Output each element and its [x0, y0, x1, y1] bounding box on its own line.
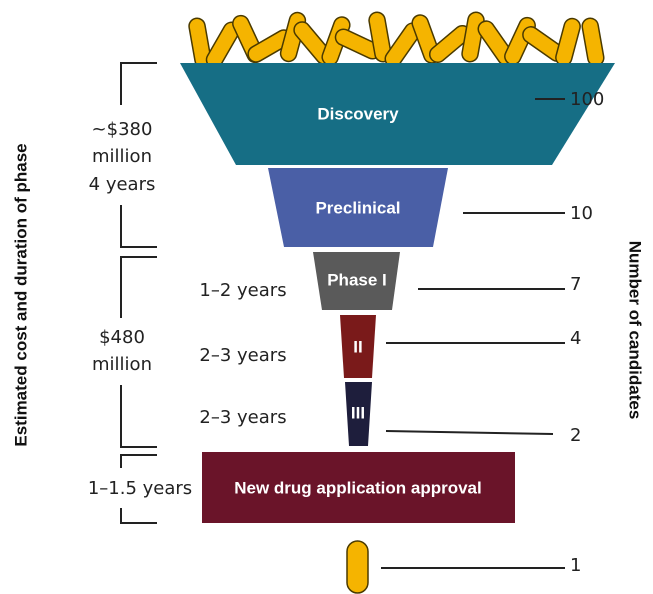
funnel-diagram: Discovery Preclinical Phase I II III New… — [0, 0, 653, 594]
stage-label: III — [351, 403, 365, 422]
candidate-count: 4 — [570, 328, 581, 349]
stage-label: Phase I — [327, 270, 387, 289]
duration: 1–1.5 years — [88, 478, 192, 499]
stage-label: Preclinical — [315, 198, 400, 217]
leader-line — [386, 431, 553, 434]
cost-text: $480 — [99, 327, 145, 348]
duration: 1–2 years — [199, 280, 286, 301]
cost-text: million — [92, 146, 152, 167]
stage-label: New drug application approval — [234, 478, 481, 497]
bracket — [121, 205, 157, 247]
bracket — [121, 63, 157, 105]
duration: 2–3 years — [199, 407, 286, 428]
candidate-count: 2 — [570, 425, 581, 446]
bracket — [121, 385, 157, 447]
pill — [554, 17, 582, 68]
candidate-count: 7 — [570, 274, 581, 295]
cost-text: 4 years — [89, 174, 156, 195]
duration: 2–3 years — [199, 345, 286, 366]
bracket — [121, 508, 157, 523]
stage-label: Discovery — [317, 104, 399, 123]
cost-text: ~$380 — [92, 119, 153, 140]
candidate-count: 100 — [570, 89, 604, 110]
pill — [581, 17, 605, 67]
bracket — [121, 257, 157, 318]
stage-label: II — [353, 337, 362, 356]
cost-text: million — [92, 354, 152, 375]
left-axis-title: Estimated cost and duration of phase — [11, 143, 30, 446]
candidate-count: 10 — [570, 203, 593, 224]
pill-pile — [188, 11, 605, 71]
right-axis-title: Number of candidates — [626, 241, 645, 420]
approved-pill — [347, 541, 368, 593]
candidate-count: 1 — [570, 555, 581, 576]
bracket — [121, 455, 157, 468]
